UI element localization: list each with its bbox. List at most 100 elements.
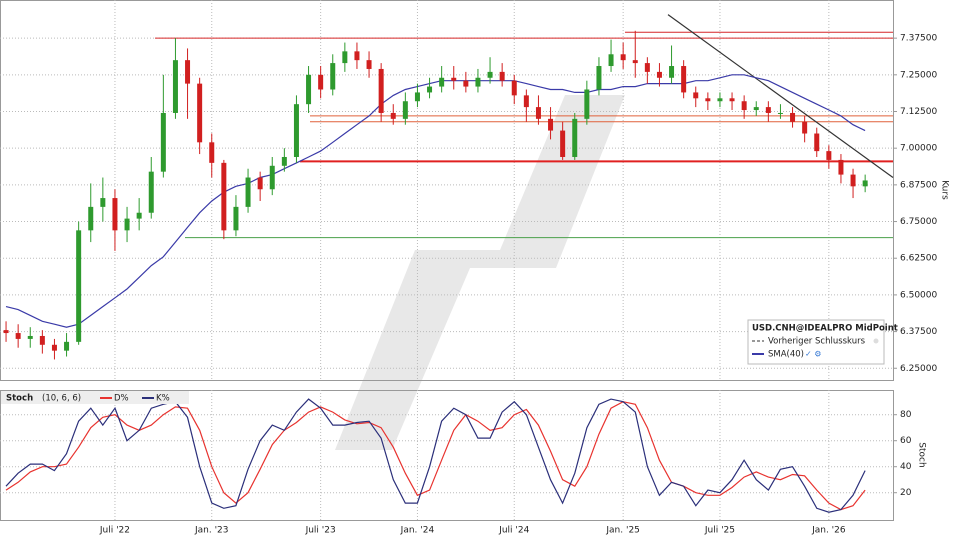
line-series (5, 74, 866, 328)
candle-body (644, 63, 650, 72)
candle-body (185, 60, 191, 84)
y-tick-label: 60 (900, 436, 912, 446)
candle-body (632, 60, 638, 64)
trend-line (667, 14, 894, 179)
y-tick-label: 6.37500 (900, 327, 937, 337)
y-tick-label: 6.25000 (900, 364, 937, 374)
candle-body (366, 60, 372, 69)
legend-label: Vorheriger Schlusskurs (768, 337, 866, 347)
x-tick-label: Jan. '25 (605, 526, 640, 536)
candle-body (753, 107, 759, 111)
legend-icon (873, 338, 879, 344)
candle-body (402, 101, 408, 119)
legend-label: USD.CNH@IDEALPRO MidPoint (752, 324, 898, 334)
candle-body (669, 66, 675, 78)
y-axis-title: Stoch (917, 442, 927, 467)
candle-body (717, 98, 723, 102)
candle-body (306, 74, 312, 105)
candle-body (608, 54, 614, 67)
candle-body (705, 98, 711, 102)
candle-body (499, 71, 505, 81)
candle-body (39, 335, 45, 345)
stoch-legend: Stoch (10, 6, 6) D% K% (1, 391, 189, 404)
candle-body (584, 89, 590, 119)
legend-icon: ✓ ⚙ (805, 350, 821, 359)
candle-body (124, 218, 130, 231)
legend-label: K% (156, 394, 170, 404)
candle-body (427, 86, 433, 93)
candle-body (136, 212, 142, 219)
legend-title: Stoch (6, 394, 33, 404)
candle-body (221, 162, 227, 231)
candle-body (596, 66, 602, 90)
y-tick-label: 6.75000 (900, 217, 937, 227)
y-axis-title: Kurs (940, 180, 950, 200)
candle-body (802, 121, 808, 134)
candle-body (197, 83, 203, 143)
candle-body (656, 71, 662, 78)
legend-label: D% (114, 394, 129, 404)
line-series (5, 401, 866, 511)
y-tick-label: 20 (900, 488, 912, 498)
candle-body (693, 92, 699, 99)
candle-body (511, 80, 517, 96)
candle-body (838, 159, 844, 175)
candle-body (148, 171, 154, 213)
x-tick-label: Juli '24 (498, 526, 529, 536)
candle-body (378, 68, 384, 113)
x-tick-label: Jan. '24 (400, 526, 435, 536)
y-tick-label: 7.25000 (900, 70, 937, 80)
candle-body (390, 112, 396, 119)
legend-box (1, 391, 189, 404)
y-tick-label: 7.12500 (900, 107, 937, 117)
candle-body (293, 104, 299, 157)
x-tick-label: Juli '25 (704, 526, 735, 536)
legend-box (747, 319, 885, 365)
candle-body (790, 112, 796, 122)
candle-body (112, 198, 118, 231)
y-tick-label: 40 (900, 462, 912, 472)
candle-body (15, 333, 21, 339)
legend-subtitle: (10, 6, 6) (42, 394, 81, 404)
x-tick-label: Juli '23 (305, 526, 336, 536)
candle-body (572, 118, 578, 157)
y-tick-label: 6.62500 (900, 254, 937, 264)
legend-label: SMA(40) (768, 350, 804, 360)
candle-body (777, 112, 783, 114)
y-tick-label: 80 (900, 410, 912, 420)
price-panel (0, 0, 894, 381)
candle-body (281, 156, 287, 166)
candle-body (729, 98, 735, 102)
candle-body (850, 174, 856, 187)
candle-body (3, 330, 9, 334)
candle-body (160, 112, 166, 172)
x-tick-label: Jan. '23 (194, 526, 229, 536)
candle-body (451, 77, 457, 81)
candle-body (233, 206, 239, 231)
candle-body (560, 130, 566, 157)
candle-body (354, 51, 360, 61)
candle-body (257, 177, 263, 190)
candle-body (463, 80, 469, 87)
y-tick-label: 7.37500 (900, 34, 937, 44)
candle-body (814, 133, 820, 152)
candle-body (27, 335, 33, 339)
candle-body (414, 92, 420, 102)
line-series (5, 398, 866, 513)
candle-body (475, 77, 481, 87)
candle-body (209, 142, 215, 163)
candle-body (318, 74, 324, 90)
candle-body (681, 66, 687, 93)
candle-body (330, 63, 336, 90)
candle-body (535, 107, 541, 119)
candle-body (342, 51, 348, 64)
x-tick-label: Jan. '26 (811, 526, 846, 536)
candle-body (741, 101, 747, 111)
candle-body (269, 165, 275, 190)
candle-body (245, 177, 251, 207)
x-tick-label: Juli '22 (99, 526, 130, 536)
candle-body (439, 77, 445, 87)
candle-body (76, 230, 82, 342)
